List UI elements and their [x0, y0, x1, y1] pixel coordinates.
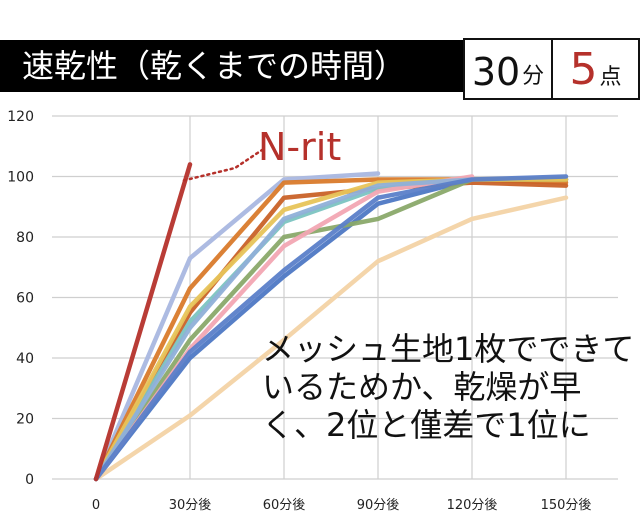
score-value: 5 [569, 44, 598, 95]
x-tick-label: 60分後 [263, 498, 306, 513]
y-tick-label: 0 [25, 472, 34, 488]
y-tick-label: 20 [16, 412, 34, 428]
series-line [93, 174, 569, 482]
annotation-text: メッシュ生地1枚でできて いるためか、乾燥が早 く、2位と僅差で1位に [262, 330, 635, 444]
y-tick-label: 40 [16, 351, 34, 367]
annotation-line: メッシュ生地1枚でできて [262, 330, 635, 368]
time-value: 30 [471, 50, 521, 94]
x-tick-label: 0 [92, 498, 100, 513]
y-tick-label: 60 [16, 291, 34, 307]
x-tick-label: 90分後 [357, 498, 400, 513]
x-tick-label: 30分後 [169, 498, 212, 513]
score-box: 5 点 [551, 38, 640, 100]
annotation-line: く、2位と僅差で1位に [262, 406, 591, 444]
highlight-label: N-rit [258, 125, 341, 169]
series-line [93, 195, 569, 482]
y-tick-label: 120 [7, 109, 34, 125]
time-box: 30 分 [463, 38, 553, 100]
series-line [93, 171, 381, 482]
x-tick-label: 120分後 [447, 498, 498, 513]
series-line [93, 177, 475, 482]
chart-title: 速乾性（乾くまでの時間） [22, 47, 407, 85]
score-unit: 点 [599, 65, 622, 90]
y-tick-label: 100 [7, 170, 34, 186]
y-tick-label: 80 [16, 230, 34, 246]
callout-leader [182, 148, 264, 182]
title-band [0, 40, 463, 92]
x-tick-label: 150分後 [541, 498, 592, 513]
annotation-line: いるためか、乾燥が早 [262, 368, 582, 406]
time-unit: 分 [522, 64, 545, 89]
series-line [93, 180, 569, 482]
series-line [93, 162, 193, 482]
